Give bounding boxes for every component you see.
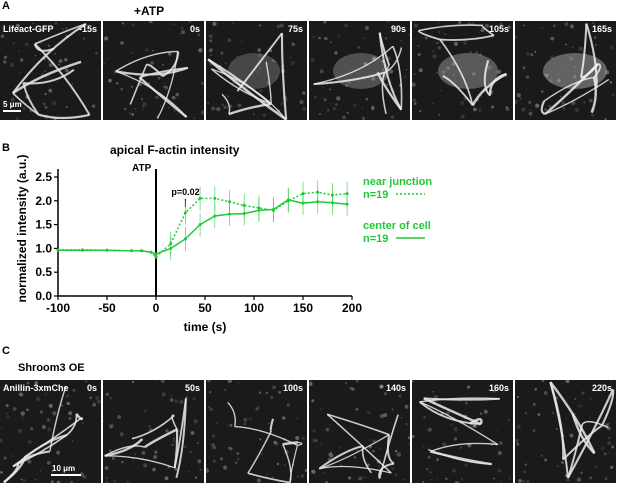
- data-point: [198, 223, 202, 227]
- cell-membrane-image: [103, 380, 202, 483]
- panel-a-letter: A: [2, 0, 10, 12]
- frame-time-label: 90s: [390, 24, 406, 34]
- frame-time-label: 140s: [385, 383, 406, 393]
- y-tick-label: 2.5: [35, 170, 52, 184]
- scale-bar-label: 10 μm: [52, 464, 76, 473]
- atp-treatment-label: +ATP: [134, 4, 165, 18]
- data-point: [301, 201, 305, 205]
- cell-membrane-image: [310, 21, 410, 120]
- micrograph-frame: 105s: [412, 21, 513, 120]
- cell-membrane-image: [0, 380, 101, 483]
- x-tick-label: 100: [244, 301, 264, 315]
- micrograph-frame: 75s: [206, 21, 307, 120]
- micrograph-frame: -15s Lifeact-GFP 5 μm: [0, 21, 101, 120]
- micrograph-frame: 0s Anillin-3xmChe 10 μm: [0, 380, 101, 483]
- data-point: [330, 201, 334, 205]
- y-tick-label: 2.0: [35, 194, 52, 208]
- legend-n-label: n=19: [363, 189, 388, 201]
- marker-label: Anillin-3xmChe: [3, 383, 69, 393]
- data-point: [316, 200, 320, 204]
- frame-time-label: 105s: [488, 24, 509, 34]
- micrograph-frame: 165s: [515, 21, 616, 120]
- cell-membrane-image: [0, 22, 98, 120]
- frame-time-label: 160s: [488, 383, 509, 393]
- data-point: [139, 249, 143, 253]
- legend-n-label: n=19: [363, 233, 388, 245]
- data-point: [345, 202, 349, 206]
- x-tick-label: 200: [342, 301, 362, 315]
- data-point: [213, 214, 217, 218]
- micrograph-frame: 160s: [412, 380, 513, 483]
- cell-membrane-image: [515, 21, 615, 120]
- data-point: [56, 248, 60, 252]
- legend-label: near junction: [363, 176, 432, 188]
- x-axis-label: time (s): [184, 320, 227, 334]
- frame-time-label: 165s: [591, 24, 612, 34]
- data-point: [81, 248, 84, 252]
- scale-bar-label: 5 μm: [3, 100, 22, 109]
- cell-membrane-image: [103, 21, 204, 120]
- data-point: [257, 208, 261, 212]
- cell-membrane-image: [206, 380, 307, 483]
- x-tick-label: 150: [293, 301, 313, 315]
- near-junction-line: [58, 191, 348, 258]
- frame-time-label: 0s: [189, 24, 200, 34]
- data-point: [198, 196, 202, 200]
- data-point: [105, 248, 109, 252]
- data-point: [149, 250, 153, 254]
- x-tick-label: 50: [198, 301, 212, 315]
- micrograph-frame: 0s: [103, 21, 204, 120]
- data-point: [169, 246, 173, 250]
- data-point: [130, 249, 133, 253]
- micrograph-frame: 90s: [309, 21, 410, 120]
- frame-time-label: 50s: [184, 383, 200, 393]
- panel-b-letter: B: [2, 142, 10, 154]
- cell-membrane-image: [412, 380, 511, 483]
- panel-a-image-strip: -15s Lifeact-GFP 5 μm 0s 75s 90s 105s 165s: [0, 21, 617, 120]
- data-point: [154, 252, 158, 256]
- data-point: [242, 212, 246, 216]
- panel-c-letter: C: [2, 345, 10, 357]
- x-tick-label: 0: [153, 301, 160, 315]
- cell-membrane-image: [412, 21, 512, 119]
- shroom3-condition-label: Shroom3 OE: [18, 362, 85, 374]
- frame-time-label: -15s: [78, 24, 97, 34]
- data-point: [154, 255, 158, 259]
- chart-title: apical F-actin intensity: [110, 143, 240, 157]
- data-point: [213, 196, 217, 200]
- frame-time-label: 100s: [282, 383, 303, 393]
- p-value-annotation: p=0.02: [171, 187, 199, 197]
- x-tick-label: -100: [46, 301, 70, 315]
- y-axis-label: normalized intensity (a.u.): [15, 154, 29, 302]
- y-tick-label: 1.0: [35, 241, 52, 255]
- scale-bar: [3, 110, 21, 112]
- data-point: [286, 198, 290, 202]
- data-point: [228, 212, 231, 216]
- micrograph-frame: 220s: [515, 380, 616, 483]
- data-point: [272, 207, 276, 211]
- legend-label: center of cell: [363, 220, 431, 232]
- data-point: [183, 211, 187, 215]
- cell-membrane-image: [207, 21, 307, 120]
- data-point: [228, 200, 231, 204]
- frame-time-label: 0s: [86, 383, 97, 393]
- frame-time-label: 220s: [591, 383, 612, 393]
- y-tick-label: 0.5: [35, 265, 52, 279]
- y-tick-label: 1.5: [35, 218, 52, 232]
- micrograph-frame: 50s: [103, 380, 204, 483]
- panel-c-image-strip: 0s Anillin-3xmChe 10 μm 50s 100s 140s 160s 220s: [0, 380, 617, 483]
- cell-membrane-image: [515, 380, 615, 483]
- scale-bar: [51, 474, 81, 476]
- data-point: [183, 237, 187, 241]
- cell-membrane-image: [309, 380, 410, 483]
- marker-label: Lifeact-GFP: [3, 24, 54, 34]
- micrograph-frame: 100s: [206, 380, 307, 483]
- micrograph-frame: 140s: [309, 380, 410, 483]
- f-actin-intensity-chart: apical F-actin intensity 0.0 0.5 1.0 1.5 2.0 2…: [15, 143, 432, 334]
- frame-time-label: 75s: [287, 24, 303, 34]
- y-tick-label: 0.0: [35, 289, 52, 303]
- x-tick-label: -50: [98, 301, 116, 315]
- atp-event-label: ATP: [132, 163, 152, 174]
- center-of-cell-line: [58, 199, 348, 255]
